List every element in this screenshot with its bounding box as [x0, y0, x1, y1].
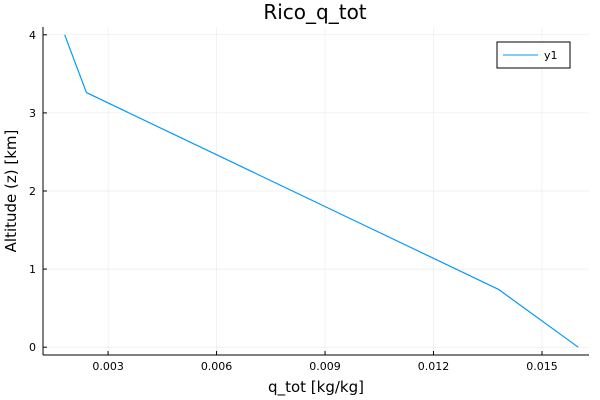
x-tick-label: 0.003: [92, 360, 124, 373]
y-tick-label: 4: [29, 29, 36, 42]
y-ticks: 0 1 2 3 4: [29, 29, 47, 354]
y-tick-label: 1: [29, 263, 36, 276]
grid: [43, 27, 589, 355]
y-tick-label: 3: [29, 107, 36, 120]
x-tick-label: 0.015: [526, 360, 558, 373]
x-tick-label: 0.009: [309, 360, 341, 373]
series-line-y1: [64, 34, 579, 348]
y-tick-label: 0: [29, 341, 36, 354]
x-tick-label: 0.012: [418, 360, 450, 373]
legend: y1: [496, 41, 571, 69]
y-axis-label: Altitude (z) [km]: [2, 130, 20, 253]
x-axis-label: q_tot [kg/kg]: [268, 378, 364, 397]
legend-label: y1: [544, 49, 558, 62]
y-tick-label: 2: [29, 185, 36, 198]
x-ticks: 0.003 0.006 0.009 0.012 0.015: [92, 351, 558, 373]
plot-lines: [64, 34, 579, 348]
chart-title: Rico_q_tot: [263, 0, 366, 24]
x-tick-label: 0.006: [201, 360, 233, 373]
